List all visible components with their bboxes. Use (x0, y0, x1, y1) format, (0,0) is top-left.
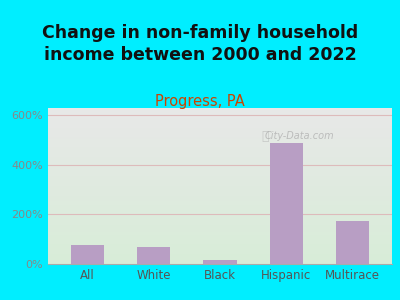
Bar (204, 260, 236, 264)
Text: City-Data.com: City-Data.com (264, 131, 334, 141)
Text: Progress, PA: Progress, PA (155, 94, 245, 110)
Text: ⓘ: ⓘ (261, 130, 268, 142)
Bar (137, 247, 170, 264)
Bar (336, 221, 369, 264)
Bar (270, 143, 303, 264)
Bar (71, 245, 104, 264)
Text: Change in non-family household
income between 2000 and 2022: Change in non-family household income be… (42, 24, 358, 64)
